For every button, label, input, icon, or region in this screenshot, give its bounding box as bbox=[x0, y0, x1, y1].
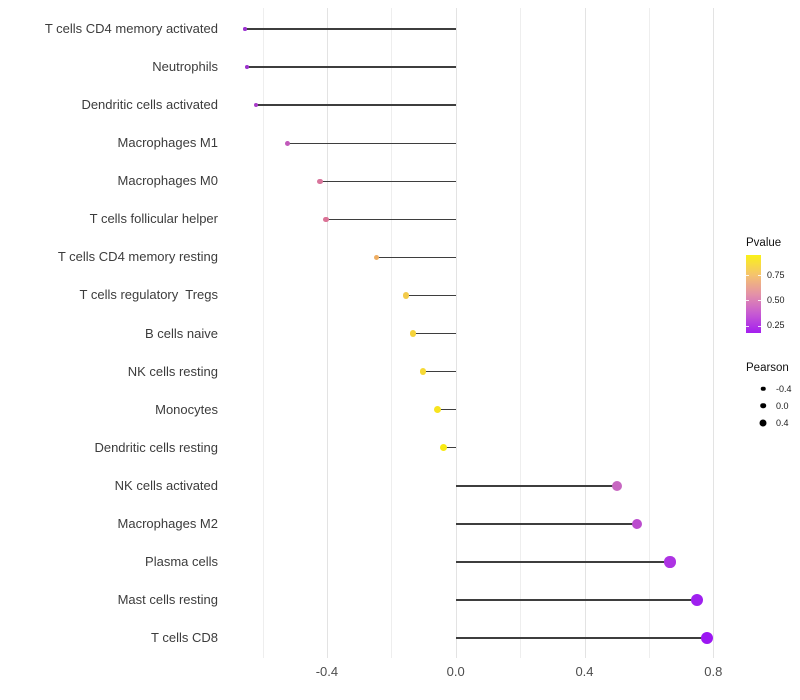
major-gridline bbox=[455, 8, 457, 658]
lollipop-stem bbox=[287, 142, 456, 144]
lollipop-stem bbox=[325, 218, 456, 221]
x-tick-label: 0.0 bbox=[446, 664, 465, 679]
category-label: Neutrophils bbox=[152, 59, 218, 75]
lollipop-stem bbox=[455, 637, 708, 639]
lollipop-stem bbox=[256, 104, 456, 106]
lollipop-dot bbox=[285, 140, 291, 146]
category-label: Dendritic cells resting bbox=[94, 439, 218, 455]
lollipop-dot bbox=[317, 178, 323, 184]
lollipop-dot bbox=[631, 518, 643, 530]
pearson-legend-item: 0.4 bbox=[746, 414, 789, 431]
minor-gridline bbox=[648, 8, 650, 658]
lollipop-dot bbox=[373, 254, 380, 261]
pvalue-tick-mark bbox=[758, 275, 761, 277]
category-label: Mast cells resting bbox=[117, 592, 218, 608]
pvalue-colorbar: 0.75 0.50 0.25 bbox=[746, 255, 785, 333]
lollipop-stem bbox=[376, 256, 456, 259]
pearson-key-dot bbox=[759, 419, 767, 426]
x-tick-label: 0.8 bbox=[704, 664, 723, 679]
legend-pearson: Pearson -0.4 0.0 0.4 bbox=[746, 362, 792, 431]
pvalue-tick-mark bbox=[746, 300, 749, 302]
category-label: B cells naive bbox=[145, 325, 218, 341]
lollipop-dot bbox=[253, 102, 259, 108]
lollipop-stem bbox=[423, 370, 456, 373]
category-label: Dendritic cells activated bbox=[81, 97, 218, 113]
lollipop-stem bbox=[455, 599, 697, 601]
category-label: NK cells resting bbox=[127, 363, 218, 379]
lollipop-stem bbox=[443, 447, 456, 449]
pvalue-tick-mark bbox=[758, 325, 761, 327]
category-label: NK cells activated bbox=[114, 477, 218, 493]
lollipop-dot bbox=[433, 406, 441, 414]
lollipop-dot bbox=[403, 292, 410, 299]
lollipop-dot bbox=[419, 368, 427, 375]
lollipop-stem bbox=[245, 28, 456, 30]
pvalue-tick-label: 0.75 bbox=[767, 269, 785, 280]
minor-gridline bbox=[391, 8, 393, 658]
pearson-legend-item: -0.4 bbox=[746, 380, 792, 397]
major-gridline bbox=[326, 8, 328, 658]
lollipop-stem bbox=[320, 180, 456, 182]
legend-pearson-items: -0.4 0.0 0.4 bbox=[746, 380, 792, 431]
legend-pvalue-title: Pvalue bbox=[746, 237, 782, 249]
pvalue-tick-label: 0.25 bbox=[767, 320, 785, 331]
lollipop-dot bbox=[245, 65, 250, 69]
category-label: T cells CD8 bbox=[151, 630, 218, 646]
minor-gridline bbox=[262, 8, 264, 658]
lollipop-stem bbox=[437, 409, 456, 411]
lollipop-stem bbox=[455, 523, 637, 525]
legend-pearson-title: Pearson bbox=[746, 362, 789, 374]
pvalue-tick-label: 0.50 bbox=[767, 294, 785, 305]
category-label: Macrophages M2 bbox=[117, 515, 218, 531]
pvalue-tick-mark bbox=[746, 325, 749, 327]
lollipop-stem bbox=[406, 294, 456, 297]
major-gridline bbox=[713, 8, 715, 658]
category-label: Monocytes bbox=[155, 401, 218, 417]
category-label: T cells follicular helper bbox=[89, 211, 218, 227]
major-gridline bbox=[584, 8, 586, 658]
pearson-key-dot bbox=[760, 386, 766, 391]
category-label: T cells regulatory Tregs bbox=[79, 287, 218, 303]
lollipop-dot bbox=[323, 216, 329, 223]
pearson-key-label: 0.0 bbox=[776, 400, 789, 411]
x-tick-label: 0.4 bbox=[575, 664, 594, 679]
pvalue-tick-mark bbox=[746, 275, 749, 277]
lollipop-dot bbox=[409, 330, 417, 337]
pvalue-tick-mark bbox=[758, 300, 761, 302]
lollipop-stem bbox=[413, 332, 456, 335]
x-tick-label: -0.4 bbox=[315, 664, 339, 679]
lollipop-dot bbox=[664, 556, 676, 568]
category-label: Plasma cells bbox=[145, 553, 218, 569]
lollipop-dot bbox=[700, 631, 714, 645]
lollipop-dot bbox=[611, 480, 622, 491]
lollipop-dot bbox=[690, 594, 703, 607]
lollipop-stem bbox=[455, 561, 670, 563]
pearson-key-dot bbox=[760, 402, 766, 409]
minor-gridline bbox=[520, 8, 522, 658]
category-label: Macrophages M1 bbox=[117, 135, 218, 151]
lollipop-stem bbox=[247, 66, 456, 68]
lollipop-dot bbox=[243, 27, 247, 31]
category-label: T cells CD4 memory activated bbox=[44, 21, 218, 36]
pearson-key-label: 0.4 bbox=[776, 417, 789, 428]
pearson-legend-item: 0.0 bbox=[746, 397, 789, 414]
lollipop-dot bbox=[439, 444, 447, 452]
lollipop-stem bbox=[455, 485, 617, 487]
pearson-key-label: -0.4 bbox=[776, 383, 792, 394]
category-label: Macrophages M0 bbox=[117, 173, 218, 189]
legend-pvalue: Pvalue 0.75 0.50 0.25 bbox=[746, 237, 785, 333]
category-label: T cells CD4 memory resting bbox=[57, 249, 218, 265]
